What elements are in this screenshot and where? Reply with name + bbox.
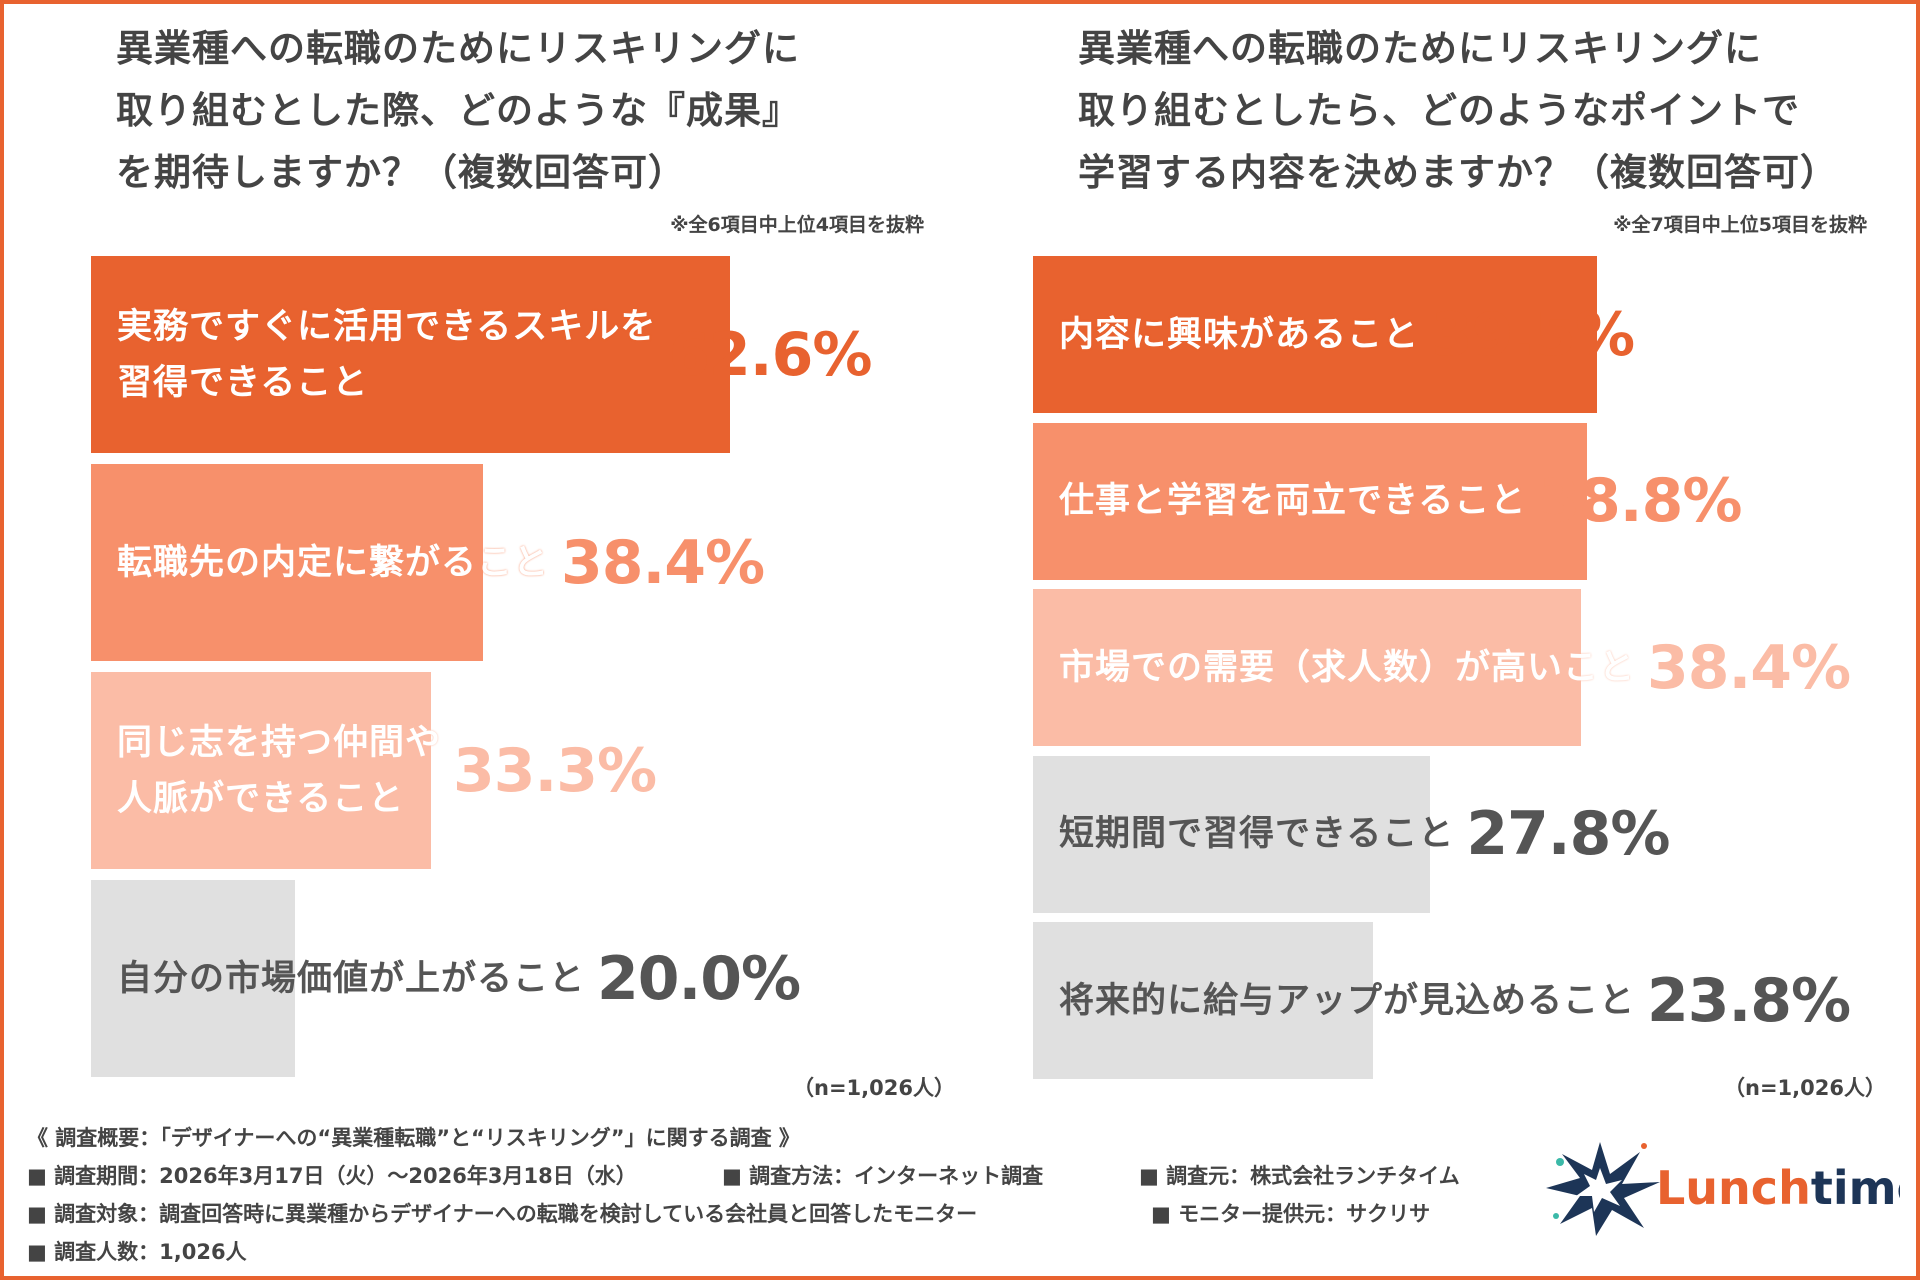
footer-item: ■ 調査元：株式会社ランチタイム <box>1139 1164 1460 1188</box>
footer-heading: 《 調査概要：「デザイナーへの“異業種転職”と“リスキリング”」に関する調査 》 <box>27 1126 800 1150</box>
bar-label-row: 実務ですぐに活用できるスキルを 習得できること 62.6% <box>117 256 872 453</box>
category-label: 自分の市場価値が上がること <box>117 958 586 999</box>
bar <box>1033 256 1597 413</box>
sample-size: （n=1,026人） <box>1724 1076 1886 1100</box>
bar-label-row: 転職先の内定に繋がること 38.4% <box>117 464 765 661</box>
value-label: 62.6% <box>668 319 872 390</box>
footer-item: ■ 調査人数：1,026人 <box>27 1240 247 1264</box>
bar-label-row: 将来的に給与アップが見込めること 23.8% <box>1059 922 1851 1079</box>
value-label: 38.4% <box>561 527 765 598</box>
value-label: 33.3% <box>453 735 657 806</box>
category-label: 仕事と学習を両立できること <box>1059 481 1527 521</box>
bar <box>1033 755 1430 913</box>
logo-dot <box>1553 1213 1559 1219</box>
category-label: 内容に興味があること <box>1059 314 1420 355</box>
bar-label-row: 自分の市場価値が上がること 20.0% <box>117 880 801 1077</box>
value-label: 27.8% <box>1466 799 1670 869</box>
chart-title: 異業種への転職のためにリスキリングに 取り組むとした際、どのような『成果』 を期… <box>116 27 800 194</box>
category-label: 実務ですぐに活用できるスキルを 習得できること <box>117 306 657 403</box>
footer-item: ■ 調査期間：2026年3月17日（火）～2026年3月18日（水） <box>27 1164 637 1188</box>
bar <box>91 464 483 661</box>
category-label: 将来的に給与アップが見込めること <box>1059 980 1636 1021</box>
bar-label-row: 市場での需要（求人数）が高いこと 38.4% <box>1059 589 1851 746</box>
bar-label-row: 同じ志を持つ仲間や 人脈ができること 33.3% <box>117 672 657 869</box>
category-label: 転職先の内定に繋がること <box>117 542 550 583</box>
footer-item: ■ 調査対象：調査回答時に異業種からデザイナーへの転職を検討している会社員と回答… <box>27 1202 978 1226</box>
bar <box>91 672 431 869</box>
logo: Lunchtime <box>1546 1142 1900 1236</box>
bar <box>91 256 730 453</box>
value-label: 38.4% <box>1647 632 1851 703</box>
logo-text: Lunchtime <box>1656 1161 1900 1215</box>
bar <box>1033 922 1373 1079</box>
value-label: 23.8% <box>1647 965 1851 1036</box>
sample-size: （n=1,026人） <box>793 1076 955 1100</box>
category-label: 同じ志を持つ仲間や 人脈ができること <box>117 722 442 819</box>
value-label: 39.5% <box>1431 299 1635 370</box>
chart-note: ※全7項目中上位5項目を抜粋 <box>1613 214 1867 236</box>
logo-part: time <box>1811 1161 1900 1215</box>
logo-dot <box>1641 1143 1647 1149</box>
logo-part: Lunch <box>1656 1161 1811 1215</box>
value-label: 20.0% <box>597 943 801 1014</box>
bar-label-row: 内容に興味があること 39.5% <box>1059 256 1635 413</box>
category-label: 市場での需要（求人数）が高いこと <box>1059 647 1636 688</box>
chart-title: 異業種への転職のためにリスキリングに 取り組むとしたら、どのようなポイントで 学… <box>1078 27 1838 194</box>
bar-label-row: 短期間で習得できること 27.8% <box>1059 756 1670 913</box>
value-label: 38.8% <box>1538 466 1742 536</box>
logo-burst-center <box>1576 1168 1622 1212</box>
bar <box>1033 589 1581 746</box>
bar <box>91 880 295 1077</box>
category-label: 短期間で習得できること <box>1059 814 1455 854</box>
bar <box>1033 422 1587 580</box>
chart-note: ※全6項目中上位4項目を抜粋 <box>670 214 924 236</box>
bar-label-row: 仕事と学習を両立できること 38.8% <box>1059 423 1742 580</box>
footer-item: ■ モニター提供元：サクリサ <box>1151 1202 1431 1226</box>
footer-item: ■ 調査方法：インターネット調査 <box>722 1164 1044 1188</box>
logo-dot <box>1556 1158 1564 1166</box>
